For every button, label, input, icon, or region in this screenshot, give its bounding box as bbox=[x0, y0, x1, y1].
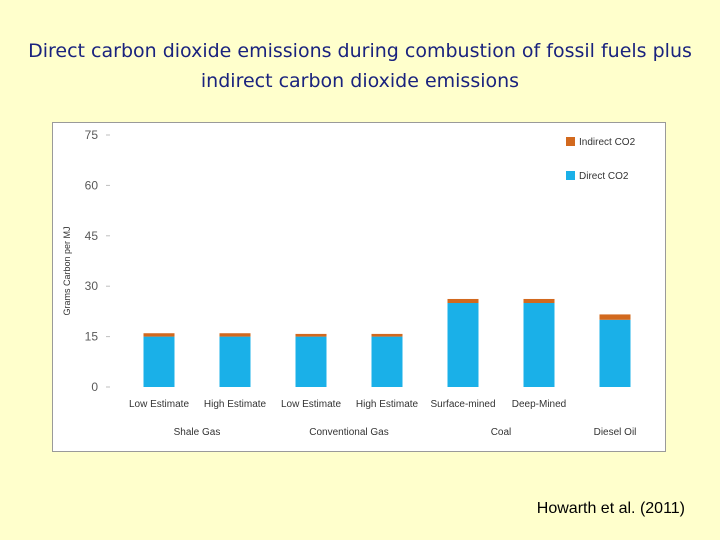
category-label: Deep-Mined bbox=[512, 399, 566, 410]
chart-area: 0 15 30 45 60 75 Grams Carbon per MJ Low Estima… bbox=[52, 122, 666, 452]
category-label: Low Estimate bbox=[281, 399, 341, 410]
category-label: Low Estimate bbox=[129, 399, 189, 410]
bar-indirect-co2 bbox=[219, 333, 251, 337]
bar-direct-co2 bbox=[447, 303, 479, 387]
bar-direct-co2 bbox=[295, 336, 327, 387]
y-tick-label: 15 bbox=[85, 330, 99, 344]
legend-swatch bbox=[566, 137, 575, 146]
stacked-bar-chart: 0 15 30 45 60 75 Grams Carbon per MJ Low Estima… bbox=[62, 128, 637, 438]
category-label: High Estimate bbox=[356, 399, 419, 410]
y-tick-label: 45 bbox=[85, 229, 99, 243]
slide-title: Direct carbon dioxide emissions during c… bbox=[28, 40, 692, 92]
bar-direct-co2 bbox=[219, 336, 251, 387]
y-tick-label: 60 bbox=[85, 178, 99, 192]
legend-swatch bbox=[566, 171, 575, 180]
bar-indirect-co2 bbox=[143, 333, 175, 337]
group-label: Coal bbox=[491, 427, 512, 438]
group-label: Shale Gas bbox=[174, 427, 221, 438]
bar-direct-co2 bbox=[599, 319, 631, 387]
bar-indirect-co2 bbox=[523, 298, 555, 303]
bar-indirect-co2 bbox=[599, 314, 631, 320]
y-tick-label: 30 bbox=[85, 279, 99, 293]
y-tick-label: 0 bbox=[91, 380, 98, 394]
group-label: Conventional Gas bbox=[309, 427, 389, 438]
legend-label: Indirect CO2 bbox=[579, 137, 636, 148]
citation: Howarth et al. (2011) bbox=[536, 500, 685, 517]
y-tick-label: 75 bbox=[85, 128, 99, 142]
bar-direct-co2 bbox=[371, 336, 403, 387]
bar-indirect-co2 bbox=[295, 333, 327, 337]
bar-indirect-co2 bbox=[371, 333, 403, 337]
y-axis-title: Grams Carbon per MJ bbox=[62, 226, 72, 315]
category-label: High Estimate bbox=[204, 399, 267, 410]
bar-direct-co2 bbox=[143, 336, 175, 387]
bar-direct-co2 bbox=[523, 303, 555, 387]
legend-label: Direct CO2 bbox=[579, 171, 629, 182]
group-label: Diesel Oil bbox=[594, 427, 637, 438]
category-label: Surface-mined bbox=[430, 399, 495, 410]
bar-indirect-co2 bbox=[447, 298, 479, 303]
